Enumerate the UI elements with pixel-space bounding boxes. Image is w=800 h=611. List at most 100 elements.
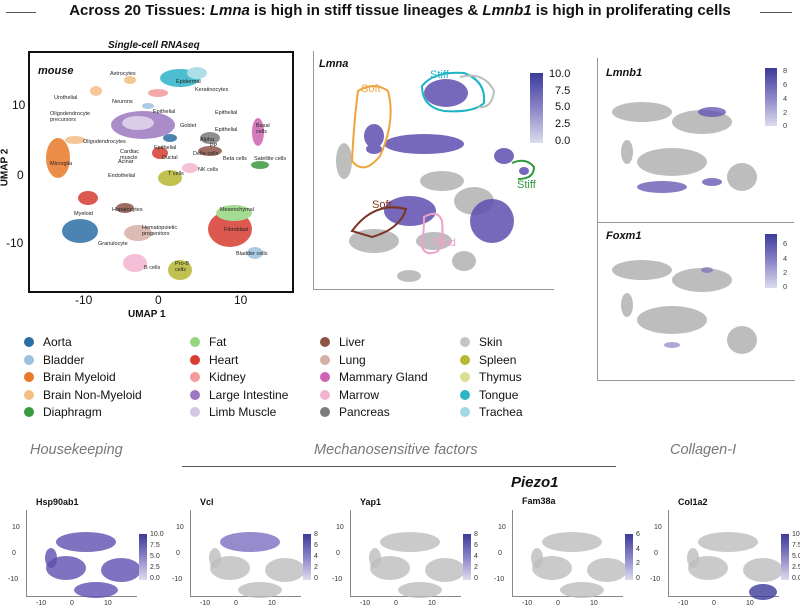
legend-swatch — [320, 372, 330, 382]
section-housekeeping: Housekeeping — [30, 442, 123, 458]
lmnb1-cb-0: 0 — [783, 121, 788, 130]
cell-cluster — [220, 532, 280, 552]
small-panel-cb-tick: 8 — [314, 531, 318, 538]
label-basal: Basal cells — [256, 123, 270, 135]
small-panel-cb-tick: 5.0 — [150, 553, 160, 560]
label-keratinocytes: Keratinocytes — [195, 87, 229, 93]
annotation-stiff-right: Stiff — [517, 179, 536, 191]
small-panel-xtick: -10 — [522, 600, 533, 607]
small-panel-cb-tick: 10.0 — [150, 531, 164, 538]
small-panel-scatter — [369, 532, 465, 598]
lmna-gene-label: Lmna — [319, 58, 349, 70]
lmnb1-scatter — [612, 102, 757, 193]
label-neurons: Neurons — [112, 99, 133, 105]
piezo-label: Piezo1 — [511, 474, 559, 491]
small-panel-cb-tick: 0 — [636, 575, 640, 582]
right-panels-frame — [597, 58, 795, 381]
legend-swatch — [320, 407, 330, 417]
label-beta: Beta cells — [223, 156, 247, 162]
legend-label: Skin — [479, 335, 503, 349]
label-epidermal: Epidermal — [176, 79, 201, 85]
small-panel-cb-tick: 2.5 — [792, 564, 800, 571]
cell-cluster — [687, 548, 699, 568]
legend-label: Limb Muscle — [209, 405, 277, 419]
cell-cluster — [45, 548, 57, 568]
small-panel-ytick: 10 — [498, 524, 506, 531]
legend-item: Large Intestine — [190, 388, 288, 402]
umap-ytick-neg10: -10 — [6, 236, 24, 250]
cell-cluster — [380, 532, 440, 552]
legend-label: Bladder — [43, 352, 85, 367]
small-panel-cb-tick: 0.0 — [792, 575, 800, 582]
legend-swatch — [24, 337, 34, 347]
legend-swatch — [24, 372, 34, 382]
small-panel-xtick: -10 — [360, 600, 371, 607]
cell-cluster — [560, 582, 604, 598]
lmnb1-cb-4: 4 — [783, 94, 788, 103]
legend-label: Aorta — [43, 335, 72, 349]
legend-item: Limb Muscle — [190, 405, 276, 419]
small-panel-xtick: -10 — [200, 600, 211, 607]
legend-label: Liver — [339, 335, 366, 349]
cell-cluster — [56, 532, 116, 552]
small-panel-ytick: 10 — [654, 524, 662, 531]
cell-cluster — [749, 584, 777, 600]
small-panel-cb-tick: 2.5 — [150, 564, 160, 571]
small-panel-cb-tick: 4 — [314, 553, 318, 560]
small-panel-gene-label: Col1a2 — [678, 497, 708, 507]
cell-cluster — [238, 582, 282, 598]
legend-label: Marrow — [339, 387, 380, 402]
small-panel-frame — [350, 510, 461, 597]
cell-cluster — [542, 532, 602, 552]
species-label: mouse — [38, 65, 74, 77]
label-delta: Delta cells — [193, 151, 219, 157]
legend-swatch — [320, 389, 330, 400]
small-panel-colorbar — [625, 534, 633, 580]
annotation-stiff-top: Stiff — [430, 69, 449, 81]
small-panel-scatter — [687, 532, 783, 600]
label-epithelial-2: Epithelial — [215, 110, 238, 116]
legend-item: Brain Myeloid — [24, 370, 116, 384]
legend-swatch — [460, 407, 470, 417]
lmna-scatter — [336, 71, 536, 282]
small-panel-xtick: 0 — [70, 600, 74, 607]
small-panel-cb-tick: 0 — [314, 575, 318, 582]
legend-swatch — [320, 337, 330, 347]
small-panel-scatter — [531, 532, 627, 598]
label-pp: PP — [210, 143, 218, 149]
label-cardiac: Cardiac muscle — [120, 149, 139, 161]
umap-xlabel: UMAP 1 — [128, 309, 166, 320]
label-satellite: Satellite cells — [254, 156, 287, 162]
legend-swatch — [24, 354, 34, 365]
small-panel-cb-tick: 6 — [314, 542, 318, 549]
cell-cluster — [369, 548, 381, 568]
foxm1-gene-label: Foxm1 — [606, 230, 642, 242]
lmna-panel: Lmna Soft Stiff Stiff Soft — [313, 51, 554, 290]
legend-label: Diaphragm — [43, 405, 102, 419]
small-panel-ytick: -10 — [494, 576, 505, 583]
foxm1-cb-0: 0 — [783, 282, 788, 291]
legend-item: Thymus — [460, 370, 522, 384]
small-panel-colorbar — [781, 534, 789, 580]
legend-swatch — [190, 354, 200, 365]
legend-item: Fat — [190, 335, 226, 349]
small-panel-ytick: 0 — [176, 550, 180, 557]
lmna-cb-tick-5: 5.0 — [555, 101, 571, 113]
lmna-colorbar — [530, 73, 543, 143]
cell-cluster — [698, 532, 758, 552]
mechano-rule — [182, 466, 616, 467]
legend-item: Lung — [320, 353, 366, 367]
umap-xtick-0: 0 — [155, 293, 162, 307]
label-oligodendrocytes: Oligodendrocytes — [83, 139, 126, 145]
small-panel-colorbar — [463, 534, 471, 580]
legend-item: Pancreas — [320, 405, 390, 419]
label-myeloid: Myeloid — [74, 211, 93, 217]
legend-swatch — [460, 389, 470, 400]
small-panel-xtick: 10 — [268, 600, 276, 607]
figure-title: Across 20 Tissues: Lmna is high in stiff… — [69, 2, 731, 19]
divider — [597, 222, 794, 223]
small-panel-cb-tick: 10.0 — [792, 531, 800, 538]
legend-label: Spleen — [479, 352, 517, 367]
legend-label: Large Intestine — [209, 387, 289, 402]
section-mechano: Mechanosensitive factors — [314, 442, 478, 458]
